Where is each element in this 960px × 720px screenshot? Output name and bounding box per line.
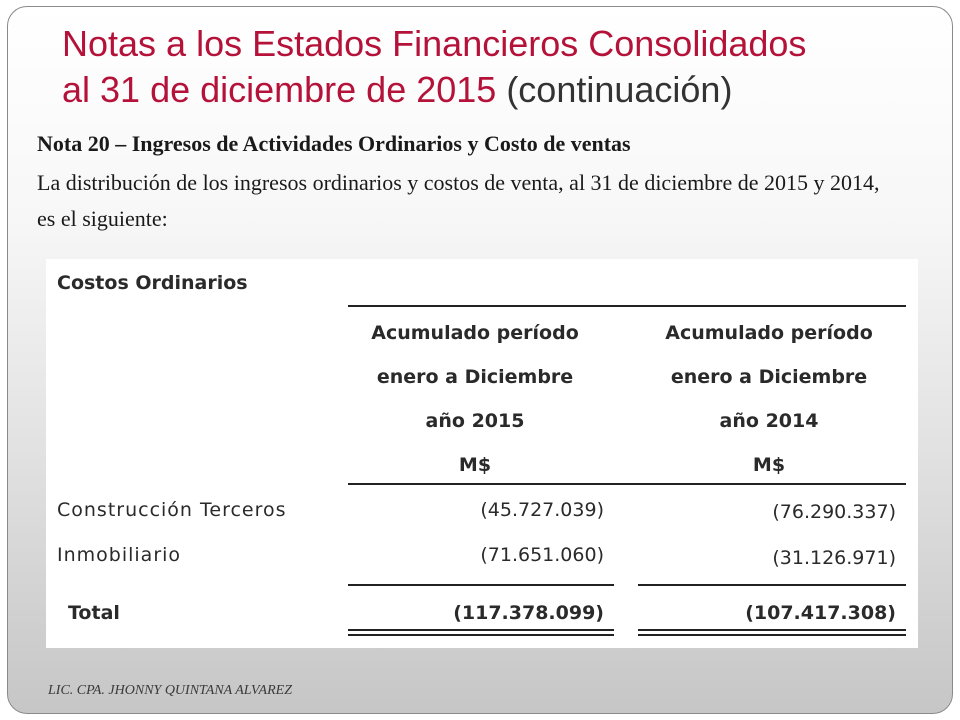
column-header-line: enero a Diciembre: [376, 366, 574, 388]
title-continuation: (continuación): [506, 69, 733, 110]
slide-title: Notas a los Estados Financieros Consolid…: [62, 21, 942, 113]
column-header-line: M$: [458, 454, 492, 476]
column-header-line: año 2015: [425, 410, 525, 432]
column-header-2015: Acumulado período enero a Diciembre año …: [344, 311, 606, 487]
value-inmobiliario-2014: (31.126.971): [772, 547, 896, 569]
column-header-line: Acumulado período: [665, 322, 873, 344]
footer-author: LIC. CPA. JHONNY QUINTANA ALVAREZ: [48, 683, 292, 698]
column-header-line: Acumulado período: [371, 322, 579, 344]
subtotal-rule: [348, 584, 614, 586]
total-2014: (107.417.308): [745, 602, 896, 624]
column-header-line: enero a Diciembre: [670, 366, 868, 388]
total-double-rule: [348, 629, 614, 631]
total-double-rule: [638, 629, 906, 631]
value-construccion-2014: (76.290.337): [772, 501, 896, 523]
row-label-inmobiliario: Inmobiliario: [57, 544, 182, 566]
row-label-total: Total: [68, 602, 120, 624]
total-double-rule: [348, 634, 614, 636]
note-heading: Nota 20 – Ingresos de Actividades Ordina…: [37, 131, 631, 156]
column-header-2014: Acumulado período enero a Diciembre año …: [634, 311, 904, 487]
subtotal-rule: [638, 584, 906, 586]
column-header-line: M$: [752, 454, 786, 476]
table-title: Costos Ordinarios: [57, 272, 248, 294]
title-line-1: Notas a los Estados Financieros Consolid…: [62, 23, 807, 64]
note-description: La distribución de los ingresos ordinari…: [37, 170, 880, 231]
title-line-2: al 31 de diciembre de 2015: [62, 69, 507, 110]
value-inmobiliario-2015: (71.651.060): [480, 544, 604, 566]
header-bottom-rule: [348, 483, 906, 485]
total-2015: (117.378.099): [453, 602, 604, 624]
header-top-rule: [348, 305, 906, 307]
column-header-line: año 2014: [719, 410, 819, 432]
row-label-construccion: Construcción Terceros: [57, 499, 287, 521]
total-double-rule: [638, 634, 906, 636]
slide: Notas a los Estados Financieros Consolid…: [7, 6, 953, 714]
costs-table: Costos Ordinarios Acumulado período ener…: [46, 259, 918, 648]
value-construccion-2015: (45.727.039): [480, 499, 604, 521]
